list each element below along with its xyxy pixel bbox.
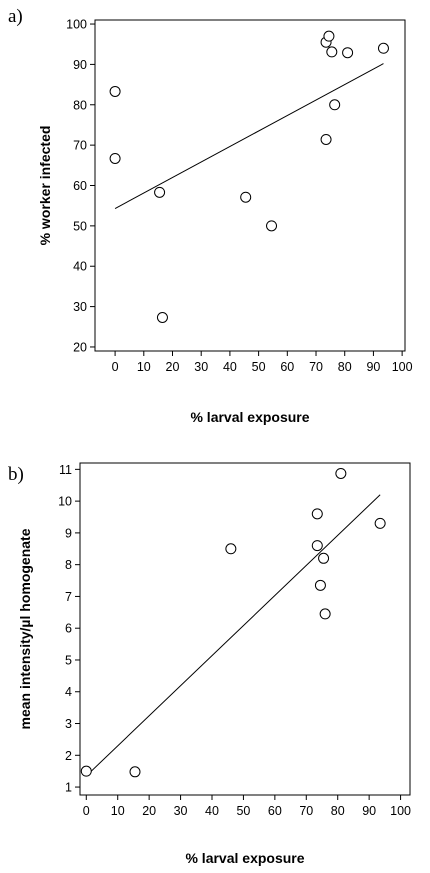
x-tick-label: 0 [112, 360, 119, 374]
data-point [311, 540, 323, 552]
y-tick-label: 60 [73, 179, 87, 193]
x-tick-label: 30 [174, 804, 188, 818]
x-tick-label: 50 [252, 360, 266, 374]
data-point [374, 517, 386, 529]
data-point [319, 608, 331, 620]
x-tick-label: 40 [223, 360, 237, 374]
data-point [314, 579, 326, 591]
x-axis-title: % larval exposure [190, 409, 309, 425]
x-tick-label: 60 [280, 360, 294, 374]
x-tick-label: 100 [392, 360, 413, 374]
regression-line [114, 63, 384, 209]
y-tick-label: 8 [65, 558, 72, 572]
data-point [311, 508, 323, 520]
y-tick-label: 1 [65, 781, 72, 795]
data-point [342, 47, 354, 59]
y-tick-label: 6 [65, 622, 72, 636]
y-tick-label: 9 [65, 526, 72, 540]
x-tick-label: 0 [83, 804, 90, 818]
data-point [240, 191, 252, 203]
y-tick-label: 70 [73, 139, 87, 153]
data-point [154, 186, 166, 198]
x-tick-label: 100 [390, 804, 411, 818]
y-tick-label: 90 [73, 58, 87, 72]
data-point [129, 766, 141, 778]
x-tick-label: 30 [194, 360, 208, 374]
y-tick-label: 20 [73, 340, 87, 354]
data-point [326, 46, 338, 58]
x-tick-label: 10 [111, 804, 125, 818]
data-point [335, 467, 347, 479]
y-tick-label: 3 [65, 717, 72, 731]
x-tick-label: 70 [309, 360, 323, 374]
y-tick-label: 30 [73, 300, 87, 314]
data-point [377, 42, 389, 54]
plot-frame [79, 462, 411, 796]
y-tick-label: 11 [59, 463, 72, 477]
data-point [329, 99, 341, 111]
data-point [109, 152, 121, 164]
x-tick-label: 50 [236, 804, 250, 818]
x-tick-label: 40 [205, 804, 219, 818]
chart-panel-a: a) 0 10 20 30 40 50 60 70 80 90 100 20 30 40 50 60 70 80 90… [8, 6, 413, 425]
x-tick-label: 10 [137, 360, 151, 374]
data-point [320, 133, 332, 145]
x-tick-label: 80 [338, 360, 352, 374]
y-tick-label: 50 [73, 219, 87, 233]
y-tick-label: 80 [73, 98, 87, 112]
y-tick-label: 5 [65, 653, 72, 667]
data-point [225, 543, 237, 555]
data-point [318, 552, 330, 564]
y-tick-label: 100 [66, 18, 87, 32]
x-tick-label: 80 [331, 804, 345, 818]
panel-label: a) [8, 6, 23, 27]
x-axis-title: % larval exposure [185, 850, 304, 866]
y-axis-title: % worker infected [37, 126, 53, 246]
x-tick-label: 90 [362, 804, 376, 818]
regression-line [85, 494, 381, 777]
y-tick-label: 7 [65, 590, 72, 604]
data-point [266, 220, 278, 232]
plot-frame [94, 19, 406, 352]
y-tick-label: 2 [65, 749, 72, 763]
y-tick-label: 4 [65, 685, 72, 699]
x-tick-label: 20 [166, 360, 180, 374]
panel-label: b) [8, 464, 24, 485]
chart-panel-b: b) 0 10 20 30 40 50 60 70 80 90 100 1 2 3 4 5 6 7 8 9 10 11 % l… [8, 462, 411, 866]
data-point [109, 85, 121, 97]
x-tick-label: 90 [366, 360, 380, 374]
data-point [80, 765, 92, 777]
x-tick-label: 60 [268, 804, 282, 818]
x-tick-label: 20 [142, 804, 156, 818]
x-tick-label: 70 [299, 804, 313, 818]
data-point [156, 311, 168, 323]
y-tick-label: 10 [58, 495, 72, 509]
y-tick-label: 40 [73, 260, 87, 274]
y-axis-title: mean intensity/µl homogenate [17, 528, 33, 729]
data-point [323, 30, 335, 42]
